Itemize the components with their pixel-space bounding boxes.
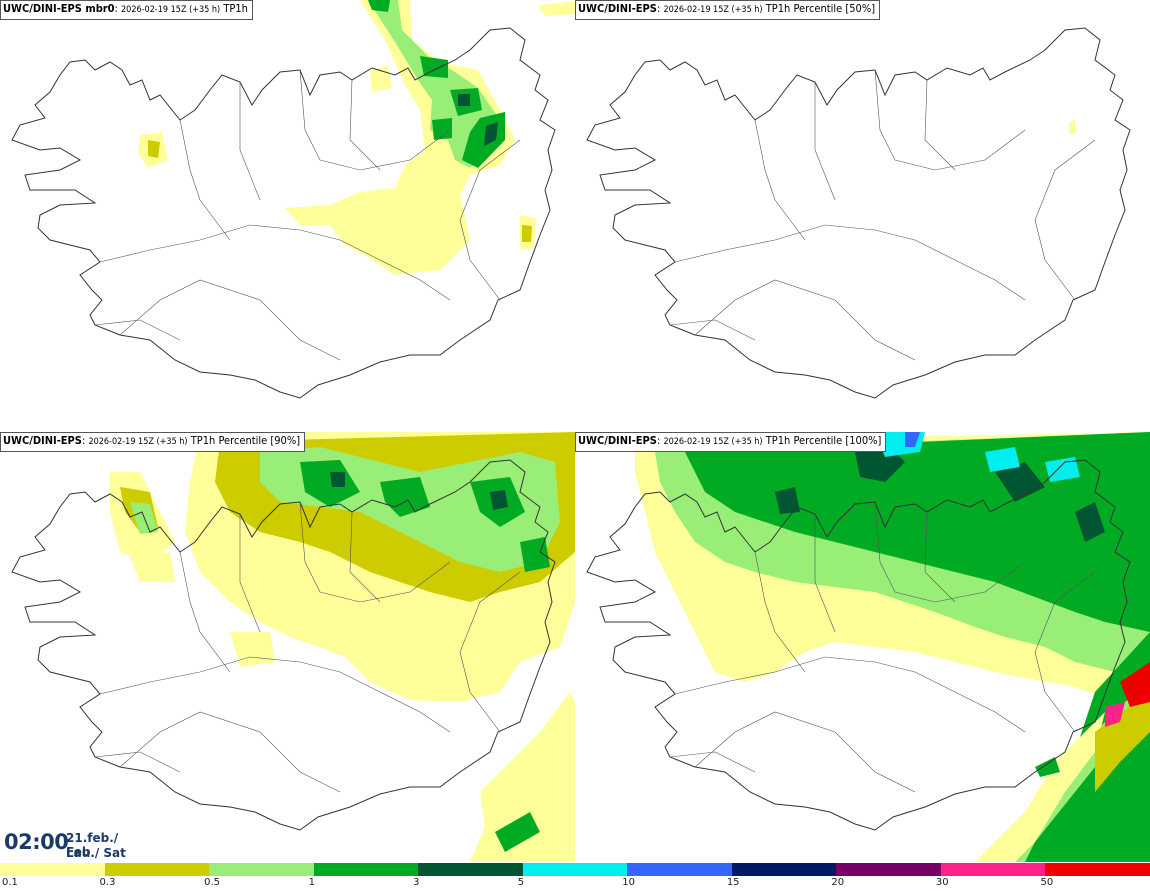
iceland-coastline [11,27,556,399]
legend-tick-label: 1 [308,877,315,888]
legend-swatch [313,863,419,876]
roads-and-rivers [94,501,521,793]
map-panel-p50: UWC/DINI-EPS: 2026-02-19 15Z (+35 h) TP1… [575,0,1150,430]
legend-tick-label: 3 [413,877,420,888]
map-panel-p100: UWC/DINI-EPS: 2026-02-19 15Z (+35 h) TP1… [575,432,1150,862]
legend-tick-label: 0.5 [204,877,220,888]
legend-tick-label: 50 [1040,877,1054,888]
legend-swatch [209,863,314,876]
legend-swatch [104,863,210,876]
panel-title: UWC/DINI-EPS mbr0: 2026-02-19 15Z (+35 h… [0,0,253,20]
panel-title: UWC/DINI-EPS: 2026-02-19 15Z (+35 h) TP1… [575,432,887,452]
legend-tick-label: 5 [517,877,525,888]
panel-title: UWC/DINI-EPS: 2026-02-19 15Z (+35 h) TP1… [575,0,881,20]
precip-fields [110,432,575,862]
map-panel-p90: UWC/DINI-EPS: 2026-02-19 15Z (+35 h) TP1… [0,432,575,862]
legend-tick-label: 15 [726,877,740,888]
valid-time-box: 02:00 21.feb./ Feb Lau./ Sat [0,826,140,862]
legend-tick-label: 0.3 [99,877,116,888]
iceland-coastline [586,459,1131,831]
panel-title: UWC/DINI-EPS: 2026-02-19 15Z (+35 h) TP1… [0,432,306,452]
legend-swatch [0,863,105,876]
precip-color-legend: 0.1 0.3 0.5 1 3 5 10 15 20 30 50 [0,863,1150,891]
legend-swatch [836,863,941,876]
precip-fields [635,432,1150,862]
precip-map [11,432,575,862]
roads-and-rivers [669,69,1096,361]
precip-map [11,0,575,399]
map-panel-mbr0: UWC/DINI-EPS mbr0: 2026-02-19 15Z (+35 h… [0,0,575,430]
roads-and-rivers [94,69,521,361]
valid-date: 21.feb./ Feb [66,831,119,859]
precip-fields [138,0,575,275]
valid-weekday: Lau./ Sat [66,846,126,860]
legend-tick-label: 20 [831,877,845,888]
precip-map [586,432,1150,862]
legend-swatch [627,863,732,876]
legend-color-bar [0,863,1150,876]
legend-tick-label: 10 [622,877,635,888]
valid-time-clock: 02:00 [4,830,69,854]
iceland-coastline [586,27,1131,399]
legend-tick-label: 30 [935,877,949,888]
legend-swatch [731,863,837,876]
legend-swatch [1045,863,1150,876]
legend-swatch [522,863,628,876]
precip-map [586,27,1131,399]
roads-and-rivers [669,501,1096,793]
legend-tick-label: 0.1 [2,877,18,888]
iceland-coastline [11,459,556,831]
legend-swatch [940,863,1046,876]
legend-swatch [418,863,523,876]
